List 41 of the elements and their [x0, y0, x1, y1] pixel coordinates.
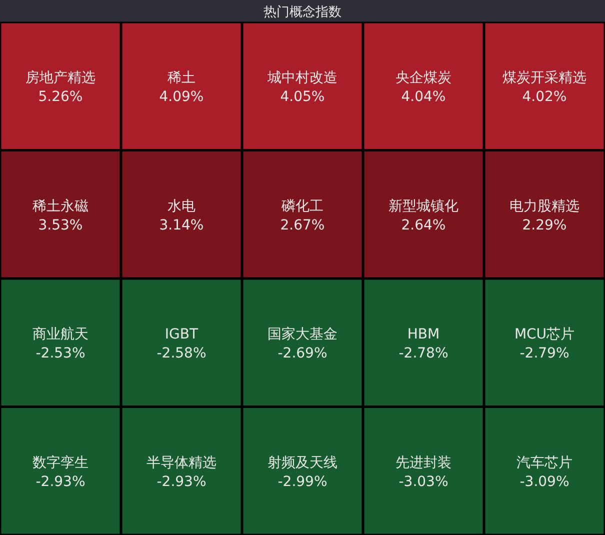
category-label: 半导体精选	[146, 454, 216, 471]
data-label: 4.04%	[401, 89, 446, 106]
data-label: -2.69%	[278, 346, 328, 362]
data-label: 3.53%	[38, 217, 83, 234]
data-label: 2.64%	[401, 217, 446, 234]
category-label: 水电	[168, 198, 196, 214]
data-label: -2.93%	[36, 474, 86, 490]
category-label: MCU芯片	[514, 326, 575, 343]
data-label: -2.79%	[520, 346, 570, 362]
data-label: -2.58%	[156, 346, 206, 362]
data-label: 5.26%	[38, 89, 83, 106]
category-label: 汽车芯片	[516, 454, 572, 471]
category-label: 商业航天	[32, 326, 88, 343]
category-label: 房地产精选	[26, 70, 96, 86]
data-label: 4.09%	[159, 89, 204, 106]
category-label: IGBT	[164, 326, 199, 343]
data-label: 3.14%	[159, 217, 204, 234]
data-label: 4.05%	[280, 89, 325, 106]
category-label: 城中村改造	[266, 70, 338, 86]
category-label: 稀土永磁	[32, 198, 88, 214]
data-label: -2.99%	[278, 474, 328, 490]
text: 热门概念指数	[264, 4, 342, 20]
category-label: 央企煤炭	[396, 70, 452, 86]
category-label: 磷化工	[280, 198, 324, 214]
data-label: -2.78%	[398, 346, 448, 362]
category-label: 电力股精选	[510, 198, 580, 214]
category-label: 煤炭开采精选	[502, 70, 586, 86]
data-label: -2.93%	[156, 474, 206, 490]
category-label: 新型城镇化	[388, 198, 458, 214]
category-label: 国家大基金	[268, 326, 338, 343]
data-label: 2.29%	[522, 217, 567, 234]
data-label: -2.53%	[36, 346, 86, 362]
category-label: 稀土	[168, 70, 196, 86]
category-label: 先进封装	[396, 454, 452, 471]
data-label: -3.03%	[398, 474, 448, 490]
data-label: 2.67%	[280, 217, 325, 234]
category-label: 数字孪生	[32, 454, 88, 471]
category-label: 射频及天线	[268, 454, 338, 471]
category-label: HBM	[407, 326, 440, 343]
data-label: -3.09%	[520, 474, 570, 490]
data-label: 4.02%	[522, 89, 567, 106]
